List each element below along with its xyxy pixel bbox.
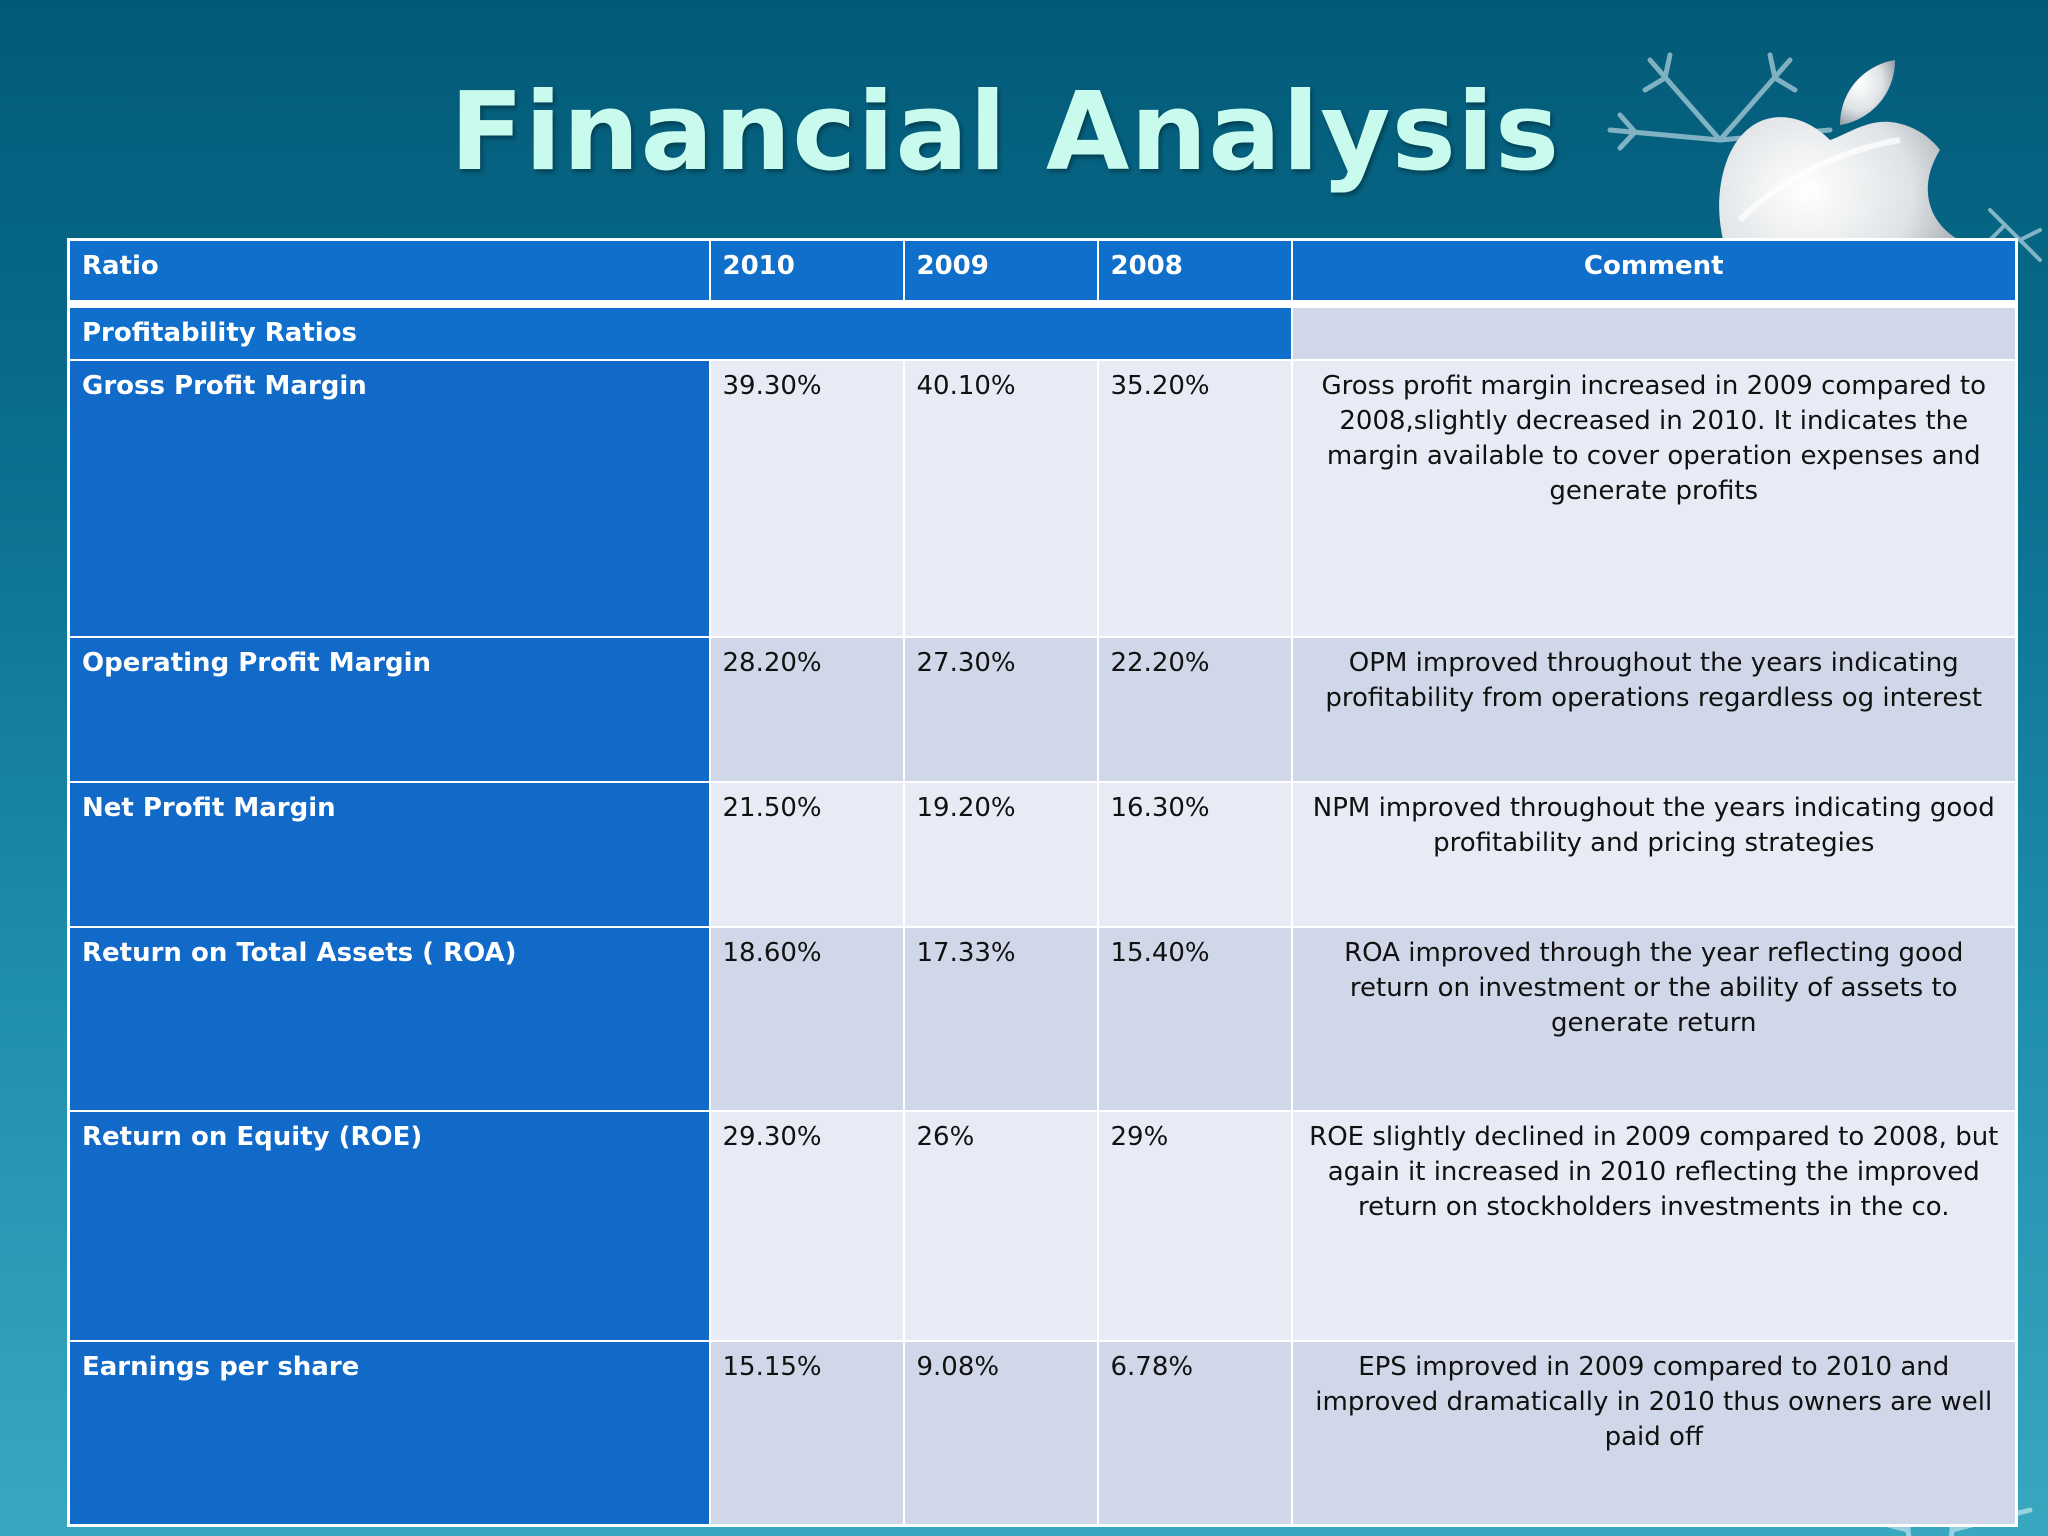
column-header-2010: 2010 <box>708 238 905 305</box>
value-2008: 35.20% <box>1096 359 1293 638</box>
value-2010: 18.60% <box>708 926 905 1112</box>
ratio-name: Return on Equity (ROE) <box>67 1110 711 1342</box>
value-2010: 15.15% <box>708 1340 905 1526</box>
ratio-name: Operating Profit Margin <box>67 636 711 783</box>
ratio-name: Net Profit Margin <box>67 781 711 928</box>
value-2010: 39.30% <box>708 359 905 638</box>
snowflake-icon <box>1988 208 2042 262</box>
table-row: Earnings per share 15.15% 9.08% 6.78% EP… <box>67 1340 2018 1526</box>
value-2009: 27.30% <box>902 636 1099 783</box>
value-2010: 29.30% <box>708 1110 905 1342</box>
comment: NPM improved throughout the years indica… <box>1290 781 2018 928</box>
value-2009: 19.20% <box>902 781 1099 928</box>
value-2008: 29% <box>1096 1110 1293 1342</box>
value-2009: 17.33% <box>902 926 1099 1112</box>
table-row: Return on Total Assets ( ROA) 18.60% 17.… <box>67 926 2018 1112</box>
comment: OPM improved throughout the years indica… <box>1290 636 2018 783</box>
snowflake-icon <box>1607 52 1833 151</box>
comment: ROE slightly declined in 2009 compared t… <box>1290 1110 2018 1342</box>
ratio-name: Gross Profit Margin <box>67 359 711 638</box>
value-2009: 26% <box>902 1110 1099 1342</box>
value-2008: 16.30% <box>1096 781 1293 928</box>
comment: Gross profit margin increased in 2009 co… <box>1290 359 2018 638</box>
value-2008: 15.40% <box>1096 926 1293 1112</box>
column-header-ratio: Ratio <box>67 238 711 305</box>
ratio-name: Return on Total Assets ( ROA) <box>67 926 711 1112</box>
value-2010: 21.50% <box>708 781 905 928</box>
comment: EPS improved in 2009 compared to 2010 an… <box>1290 1340 2018 1526</box>
value-2009: 40.10% <box>902 359 1099 638</box>
page-title: Financial Analysis <box>449 70 1561 195</box>
ratio-name: Earnings per share <box>67 1340 711 1526</box>
table-row: Return on Equity (ROE) 29.30% 26% 29% RO… <box>67 1110 2018 1342</box>
column-header-comment: Comment <box>1290 238 2018 305</box>
table-row: Operating Profit Margin 28.20% 27.30% 22… <box>67 636 2018 783</box>
column-header-2009: 2009 <box>902 238 1099 305</box>
section-label: Profitability Ratios <box>67 303 1293 361</box>
value-2008: 22.20% <box>1096 636 1293 783</box>
table-header-row: Ratio 2010 2009 2008 Comment <box>67 238 2018 305</box>
section-row: Profitability Ratios <box>67 303 2018 361</box>
financial-ratios-table: Ratio 2010 2009 2008 Comment Profitabili… <box>67 238 2018 1527</box>
table-row: Net Profit Margin 21.50% 19.20% 16.30% N… <box>67 781 2018 928</box>
value-2010: 28.20% <box>708 636 905 783</box>
column-header-2008: 2008 <box>1096 238 1293 305</box>
value-2008: 6.78% <box>1096 1340 1293 1526</box>
section-blank-cell <box>1290 303 2018 361</box>
value-2009: 9.08% <box>902 1340 1099 1526</box>
apple-logo-icon <box>1680 30 2048 270</box>
comment: ROA improved through the year reflecting… <box>1290 926 2018 1112</box>
table-row: Gross Profit Margin 39.30% 40.10% 35.20%… <box>67 359 2018 638</box>
